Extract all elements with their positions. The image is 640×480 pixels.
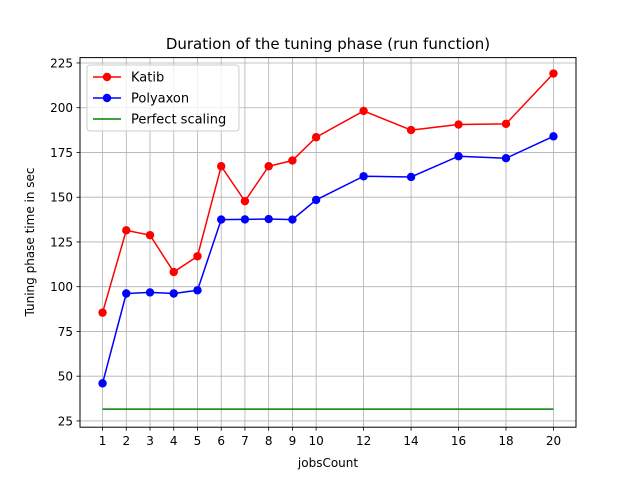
- data-point-katib: [122, 226, 131, 235]
- legend: Katib Polyaxon Perfect scaling: [86, 64, 240, 132]
- x-tick-label: 20: [546, 434, 561, 448]
- y-axis: 25 50 75 100 125 150 175 200 225: [50, 56, 80, 428]
- data-point-katib: [549, 69, 558, 78]
- legend-marker-polyaxon: [102, 93, 112, 103]
- legend-box: [86, 64, 240, 132]
- legend-label-perfect-scaling: Perfect scaling: [131, 113, 226, 128]
- x-tick-label: 7: [241, 434, 249, 448]
- data-point-polyaxon: [169, 289, 178, 298]
- y-tick-label: 200: [50, 101, 73, 115]
- data-point-katib: [359, 106, 368, 116]
- data-point-katib: [406, 125, 416, 135]
- data-point-polyaxon: [454, 152, 463, 161]
- x-tick-label: 8: [265, 434, 273, 448]
- data-point-katib: [98, 308, 107, 317]
- data-point-katib: [264, 162, 273, 171]
- series-line-polyaxon: [101, 135, 554, 384]
- x-tick-label: 2: [122, 434, 130, 448]
- data-point-katib: [169, 267, 178, 277]
- y-tick-label: 125: [50, 235, 73, 249]
- y-tick-label: 25: [58, 414, 73, 428]
- data-point-polyaxon: [359, 172, 368, 181]
- y-tick-label: 100: [50, 280, 73, 294]
- x-tick-label: 5: [194, 434, 202, 448]
- data-point-katib: [240, 196, 250, 206]
- data-point-polyaxon: [264, 214, 273, 224]
- x-axis-label: jobsCount: [297, 456, 358, 470]
- x-tick-label: 14: [403, 434, 418, 448]
- y-tick-label: 75: [58, 325, 73, 339]
- data-point-polyaxon: [145, 288, 155, 297]
- data-point-polyaxon: [406, 172, 416, 182]
- x-tick-label: 6: [217, 434, 225, 448]
- y-tick-label: 175: [50, 146, 73, 160]
- data-point-katib: [454, 120, 463, 129]
- data-point-katib: [217, 162, 226, 171]
- data-point-polyaxon: [217, 215, 226, 224]
- x-tick-label: 18: [498, 434, 513, 448]
- data-point-polyaxon: [193, 286, 202, 295]
- data-point-polyaxon: [311, 195, 321, 205]
- data-point-katib: [311, 133, 321, 142]
- data-point-katib: [145, 230, 155, 240]
- data-point-katib: [193, 252, 202, 261]
- data-point-polyaxon: [240, 215, 250, 224]
- y-axis-label: Tuning phase time in sec: [23, 167, 37, 317]
- data-point-polyaxon: [98, 379, 107, 388]
- series-layer: [98, 69, 558, 410]
- x-tick-label: 1: [99, 434, 107, 448]
- x-tick-label: 10: [308, 434, 323, 448]
- legend-label-polyaxon: Polyaxon: [131, 92, 189, 107]
- y-tick-label: 225: [50, 56, 73, 70]
- x-tick-label: 3: [146, 434, 154, 448]
- y-tick-label: 150: [50, 191, 73, 205]
- plot-frame: [79, 57, 577, 428]
- data-point-katib: [501, 119, 511, 129]
- y-tick-label: 50: [58, 370, 73, 384]
- x-tick-label: 12: [356, 434, 371, 448]
- chart-title: Duration of the tuning phase (run functi…: [166, 35, 490, 53]
- legend-marker-katib: [102, 72, 112, 82]
- data-point-polyaxon: [122, 289, 131, 298]
- data-point-katib: [288, 156, 297, 165]
- x-axis: 1 2 3 4 5 6 7 8 9 10 12 14 16 18 20: [99, 427, 561, 448]
- legend-label-katib: Katib: [131, 71, 164, 86]
- x-tick-label: 9: [289, 434, 297, 448]
- data-point-polyaxon: [288, 215, 297, 224]
- x-tick-label: 4: [170, 434, 178, 448]
- data-point-polyaxon: [549, 132, 558, 141]
- data-point-polyaxon: [501, 153, 511, 163]
- x-tick-label: 16: [451, 434, 466, 448]
